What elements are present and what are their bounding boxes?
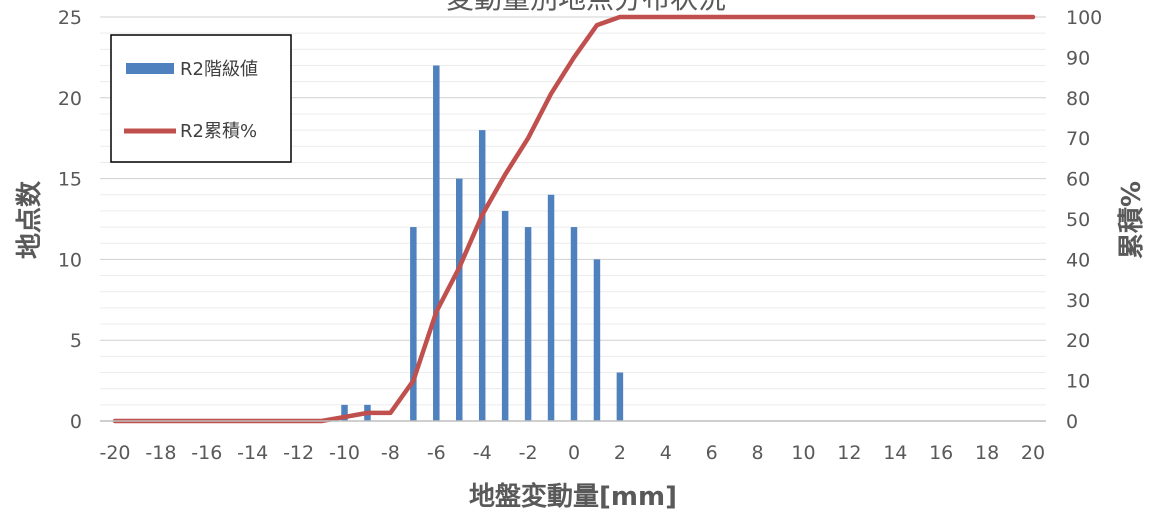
y2-tick-label: 80 bbox=[1066, 88, 1090, 110]
y2-tick-label: 40 bbox=[1066, 249, 1090, 271]
x-tick-label: -12 bbox=[283, 442, 314, 464]
x-tick-label: 18 bbox=[975, 442, 999, 464]
bar bbox=[570, 227, 578, 421]
x-tick-label: -20 bbox=[99, 442, 130, 464]
x-tick-label: 16 bbox=[929, 442, 953, 464]
chart-title: 変動量別地点分布状況 bbox=[446, 0, 726, 15]
x-axis-title: 地盤変動量[mm] bbox=[469, 481, 677, 512]
y2-tick-label: 30 bbox=[1066, 290, 1090, 312]
y-tick-label: 5 bbox=[70, 330, 82, 352]
x-tick-label: -16 bbox=[191, 442, 222, 464]
bar bbox=[478, 130, 486, 421]
y-axis-title: 地点数 bbox=[14, 180, 45, 259]
x-tick-label: 14 bbox=[883, 442, 907, 464]
y-tick-label: 20 bbox=[58, 88, 82, 110]
legend-box bbox=[110, 34, 292, 163]
x-tick-label: -2 bbox=[519, 442, 538, 464]
bar bbox=[410, 227, 417, 421]
x-tick-label: -4 bbox=[473, 442, 492, 464]
x-tick-label: -14 bbox=[237, 442, 268, 464]
x-tick-label: -18 bbox=[145, 442, 176, 464]
y2-tick-label: 60 bbox=[1066, 169, 1090, 191]
legend-bar-swatch bbox=[126, 63, 174, 74]
y-tick-label: 10 bbox=[58, 249, 82, 271]
legend-bar-label: R2階級値 bbox=[180, 59, 258, 80]
bar bbox=[547, 194, 555, 421]
y-tick-label: 0 bbox=[70, 411, 82, 433]
y-tick-label: 25 bbox=[58, 7, 82, 29]
legend: R2階級値 R2累積% bbox=[110, 34, 292, 163]
bar bbox=[501, 210, 509, 421]
x-tick-label: 20 bbox=[1021, 442, 1045, 464]
x-tick-label: -10 bbox=[329, 442, 360, 464]
legend-line-label: R2累積% bbox=[180, 121, 257, 142]
x-tick-label: 4 bbox=[660, 442, 672, 464]
y2-axis-title: 累積% bbox=[1117, 181, 1147, 259]
x-tick-label: 12 bbox=[837, 442, 861, 464]
bar bbox=[616, 372, 624, 421]
y2-tick-label: 70 bbox=[1066, 128, 1090, 150]
y2-tick-label: 90 bbox=[1066, 47, 1090, 69]
x-tick-label: 8 bbox=[752, 442, 764, 464]
x-tick-label: 2 bbox=[614, 442, 626, 464]
y2-tick-label: 10 bbox=[1066, 371, 1090, 393]
x-tick-label: 10 bbox=[791, 442, 815, 464]
bar bbox=[341, 404, 348, 421]
y2-tick-label: 20 bbox=[1066, 330, 1090, 352]
y2-tick-label: 50 bbox=[1066, 209, 1090, 231]
x-tick-label: 6 bbox=[706, 442, 718, 464]
bar bbox=[593, 259, 601, 421]
y2-tick-label: 100 bbox=[1066, 7, 1102, 29]
x-tick-label: -6 bbox=[427, 442, 446, 464]
bar bbox=[524, 227, 532, 421]
bar bbox=[456, 178, 463, 421]
x-tick-label: -8 bbox=[381, 442, 400, 464]
bar bbox=[433, 65, 440, 421]
y2-tick-label: 0 bbox=[1066, 411, 1078, 433]
y-tick-label: 15 bbox=[58, 169, 82, 191]
x-tick-label: 0 bbox=[568, 442, 580, 464]
bar-series bbox=[341, 65, 624, 421]
